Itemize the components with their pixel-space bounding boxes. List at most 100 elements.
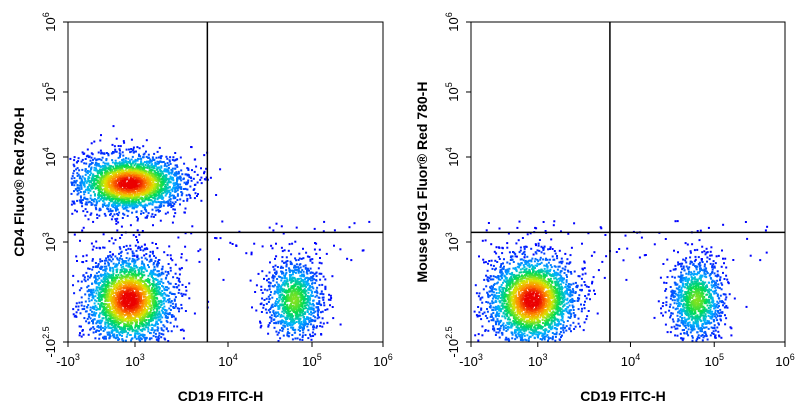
event-dot <box>152 179 155 182</box>
event-dot <box>128 276 131 279</box>
event-dot <box>102 178 105 180</box>
event-dot <box>139 320 142 323</box>
event-dot <box>120 250 123 253</box>
event-dot <box>138 306 141 309</box>
event-dot <box>171 176 174 179</box>
event-dot <box>125 194 128 197</box>
event-dot <box>123 299 126 302</box>
event-dot <box>88 189 91 192</box>
event-dot <box>145 216 148 219</box>
event-dot <box>104 335 107 338</box>
event-dot <box>169 202 172 205</box>
event-dot <box>100 194 103 197</box>
event-dot <box>122 326 125 329</box>
event-dot <box>130 138 133 141</box>
event-dot <box>194 192 197 195</box>
event-dot <box>117 331 120 334</box>
event-dot <box>147 198 150 201</box>
event-dot <box>81 179 83 182</box>
event-dot <box>142 302 145 305</box>
event-dot <box>80 301 83 304</box>
event-dot <box>158 195 161 198</box>
event-dot <box>114 173 117 176</box>
event-dot <box>140 269 143 272</box>
event-dot <box>141 315 144 318</box>
event-dot <box>159 157 162 160</box>
event-dot <box>222 278 225 281</box>
event-dot <box>176 189 179 192</box>
event-dot <box>117 320 120 323</box>
event-dot <box>86 154 89 157</box>
event-dot <box>173 325 176 328</box>
event-dot <box>85 162 88 165</box>
event-dot <box>140 188 143 191</box>
event-dot <box>115 289 118 292</box>
event-dot <box>160 192 163 195</box>
event-dot <box>145 150 147 153</box>
event-dot <box>127 181 130 184</box>
event-dot <box>142 193 144 195</box>
event-dot <box>78 289 81 292</box>
event-dot <box>71 175 74 178</box>
event-dot <box>109 306 112 309</box>
event-dot <box>88 276 91 279</box>
event-dot <box>141 280 144 282</box>
event-dot <box>102 161 105 164</box>
event-dot <box>144 196 147 198</box>
event-dot <box>113 206 116 209</box>
event-dot <box>86 286 89 289</box>
event-dot <box>96 320 99 323</box>
event-dot <box>99 326 102 329</box>
event-dot <box>157 173 160 176</box>
event-dot <box>110 273 113 276</box>
event-dot <box>176 199 179 201</box>
event-dot <box>151 213 154 216</box>
event-dot <box>157 270 160 273</box>
event-dot <box>149 187 152 190</box>
event-dot <box>157 312 160 315</box>
event-dot <box>134 162 137 165</box>
event-dot <box>114 300 117 303</box>
event-dot <box>162 324 165 327</box>
event-dot <box>98 322 101 325</box>
event-dot <box>150 288 153 291</box>
event-dot <box>105 298 108 301</box>
event-dot <box>138 185 141 188</box>
event-dot <box>107 321 110 324</box>
event-dot <box>142 249 145 252</box>
event-dot <box>131 260 134 263</box>
event-dot <box>135 295 138 298</box>
event-dot <box>157 156 160 159</box>
event-dot <box>76 199 79 202</box>
event-dot <box>78 301 81 304</box>
event-dot <box>143 264 146 267</box>
event-dot <box>154 206 157 209</box>
event-dot <box>171 190 174 193</box>
event-dot <box>115 206 118 209</box>
event-dot <box>115 150 118 153</box>
event-dot <box>112 195 115 198</box>
event-dot <box>130 177 133 180</box>
event-dot <box>92 266 95 269</box>
event-dot <box>163 297 166 300</box>
event-dot <box>156 326 159 329</box>
event-dot <box>142 308 145 311</box>
event-dot <box>95 202 98 205</box>
event-dot <box>136 254 139 257</box>
event-dot <box>139 192 142 195</box>
event-dot <box>116 187 119 190</box>
event-dot <box>147 179 150 182</box>
event-dot <box>136 186 139 189</box>
event-dot <box>100 187 103 190</box>
event-dot <box>166 294 169 297</box>
event-dot <box>159 283 161 285</box>
event-dot <box>112 188 115 191</box>
event-dot <box>138 267 141 270</box>
event-dot <box>194 183 197 186</box>
event-dot <box>135 277 138 280</box>
event-dot <box>88 294 91 297</box>
event-dot <box>105 159 108 162</box>
event-dot <box>158 310 161 313</box>
event-dot <box>99 304 101 307</box>
event-dot <box>215 194 218 196</box>
